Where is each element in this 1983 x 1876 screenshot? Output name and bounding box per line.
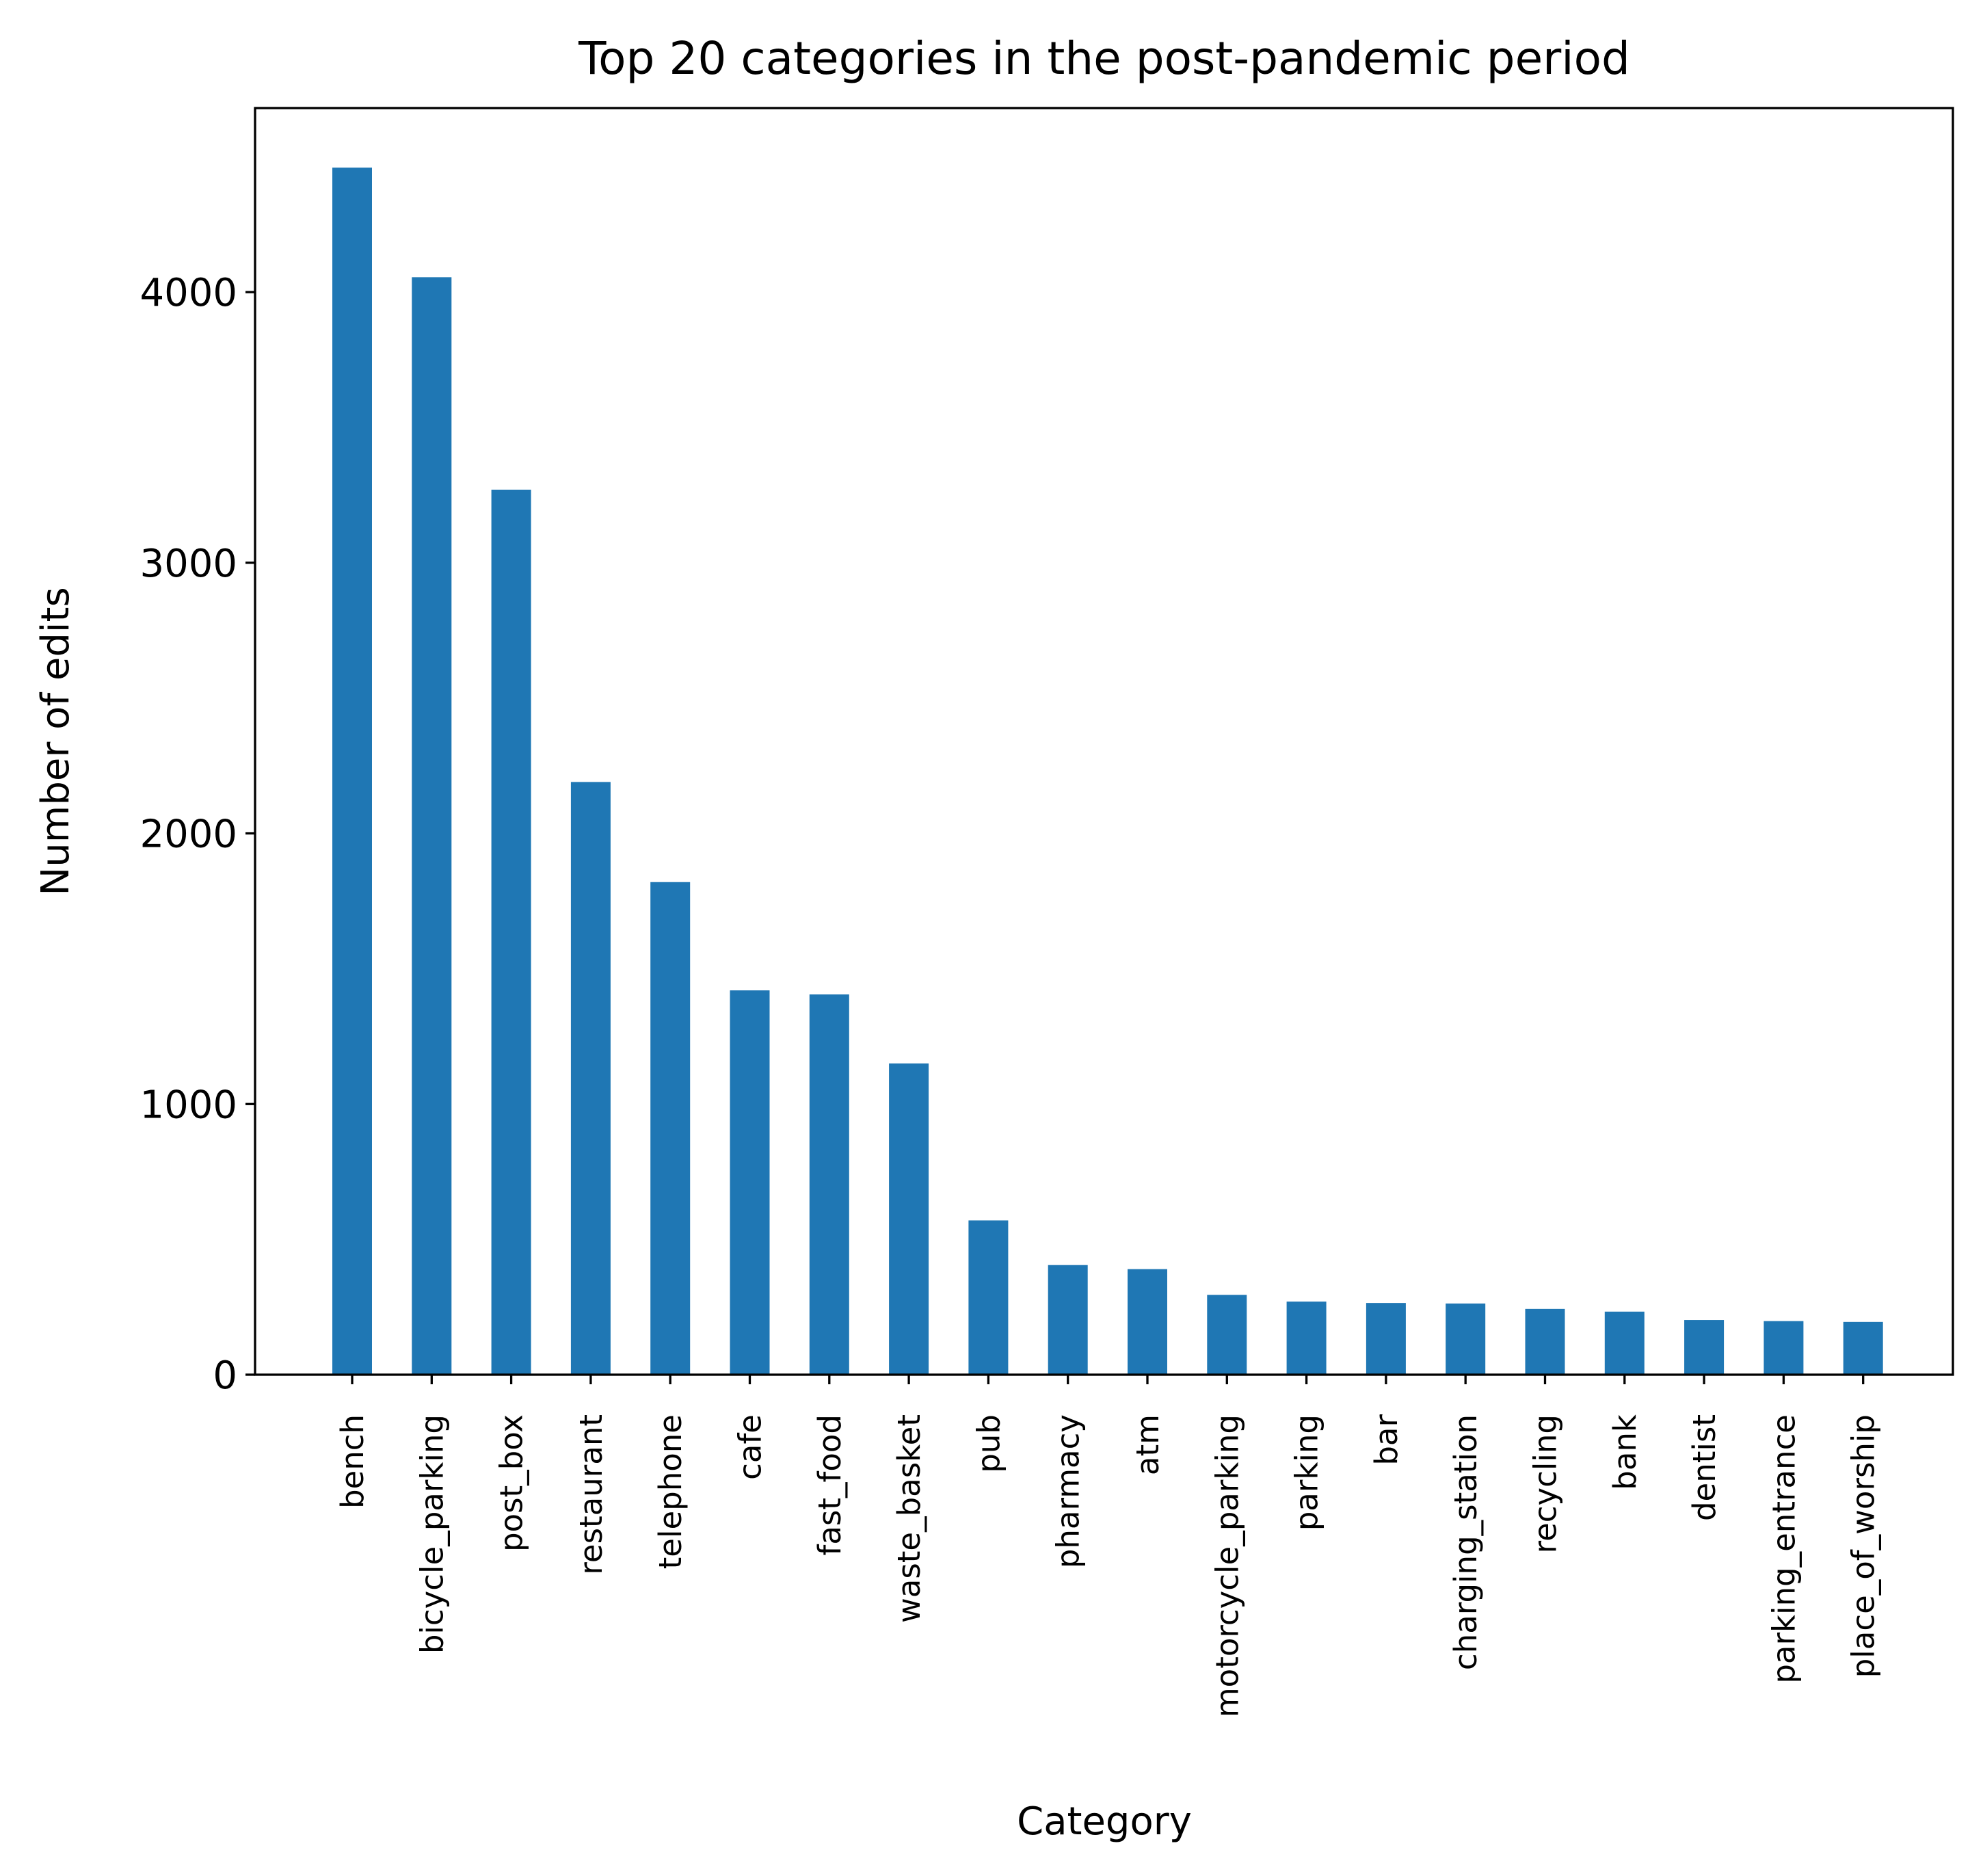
bar-place-of-worship [1843,1321,1883,1375]
bar-dentist [1684,1320,1725,1375]
bar-parking [1286,1302,1327,1375]
bar-fast-food [809,994,849,1375]
plot-frame [254,107,1954,1376]
y-tick-label: 3000 [139,542,237,586]
bars-group [332,168,1883,1375]
bar-charging-station [1446,1303,1486,1375]
bar-bicycle-parking [412,277,452,1375]
y-tick-label: 4000 [139,271,237,315]
bar-motorcycle-parking [1207,1295,1247,1375]
bar-waste-basket [889,1063,929,1375]
x-tick-label: dentist [1686,1414,1722,1521]
bar-bench [332,168,372,1375]
x-tick-label: place_of_worship [1846,1414,1882,1678]
bar-pub [968,1220,1009,1375]
x-tick-label: parking_entrance [1766,1414,1802,1684]
x-tick-label: bench [334,1414,371,1509]
x-tick-label: waste_basket [891,1414,927,1623]
x-tick-label: pharmacy [1050,1414,1087,1568]
x-tick-label: telephone [652,1414,689,1569]
x-tick-label: restaurant [573,1414,609,1575]
y-axis-ticks: 0 1000 2000 3000 4000 [139,271,255,1398]
x-tick-label: post_box [494,1414,530,1552]
bar-atm [1128,1269,1167,1375]
x-tick-label: motorcycle_parking [1209,1414,1245,1717]
bar-post-box [491,489,531,1375]
x-axis-ticks: bench bicycle_parking post_box restaurant te… [334,1375,1882,1717]
y-axis-label: Number of edits [34,587,78,895]
x-tick-label: charging_station [1448,1414,1484,1670]
bar-recycling [1525,1308,1565,1375]
bar-parking-entrance [1764,1321,1804,1375]
bar-restaurant [570,782,611,1375]
y-tick-label: 1000 [139,1083,237,1127]
bar-pharmacy [1048,1265,1088,1375]
bar-bank [1604,1311,1645,1375]
x-tick-label: recycling [1528,1414,1564,1553]
bar-telephone [650,882,691,1375]
y-tick-label: 0 [213,1353,237,1398]
x-tick-label: bar [1368,1414,1405,1466]
chart-title: Top 20 categories in the post-pandemic p… [578,32,1630,85]
x-tick-label: fast_food [812,1414,848,1555]
x-tick-label: atm [1130,1414,1166,1475]
x-tick-label: bank [1607,1414,1643,1490]
x-tick-label: cafe [732,1414,769,1480]
bar-cafe [730,990,770,1375]
x-axis-label: Category [1017,1799,1192,1844]
y-tick-label: 2000 [139,813,237,857]
bar-bar [1366,1303,1406,1375]
x-tick-label: pub [970,1414,1007,1473]
x-tick-label: parking [1289,1414,1325,1531]
x-tick-label: bicycle_parking [414,1414,450,1654]
